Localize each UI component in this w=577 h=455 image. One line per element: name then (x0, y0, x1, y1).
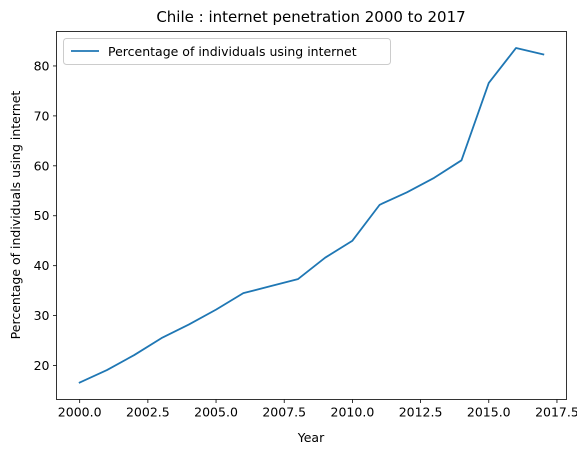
legend-label: Percentage of individuals using internet (108, 44, 357, 59)
y-tick-label: 70 (34, 108, 50, 123)
series-layer (78, 47, 545, 384)
x-tick-label: 2012.5 (399, 405, 443, 420)
x-tick-label: 2000.0 (58, 405, 102, 420)
x-tick-label: 2002.5 (126, 405, 170, 420)
y-tick-label: 30 (34, 308, 50, 323)
chart-title: Chile : internet penetration 2000 to 201… (156, 8, 465, 26)
y-axis-ticks: 20 30 40 50 60 70 80 (34, 58, 57, 373)
y-tick-label: 20 (34, 358, 50, 373)
x-tick-label: 2007.5 (262, 405, 306, 420)
x-tick-label: 2010.0 (331, 405, 375, 420)
legend-box (63, 38, 391, 65)
legend: Percentage of individuals using internet (63, 38, 391, 65)
x-tick-label: 2015.0 (467, 405, 511, 420)
x-axis-label: Year (297, 430, 325, 445)
x-axis-ticks: 2000.0 2002.5 2005.0 2007.5 2010.0 2012.5 2015… (58, 399, 577, 420)
y-tick-label: 40 (34, 258, 50, 273)
y-axis-label: Percentage of individuals using internet (8, 91, 23, 340)
x-tick-label: 2005.0 (194, 405, 238, 420)
y-tick-label: 50 (34, 208, 50, 223)
x-tick-label: 2017.5 (535, 405, 577, 420)
y-tick-label: 60 (34, 158, 50, 173)
y-tick-label: 80 (34, 58, 50, 73)
series-line (78, 47, 545, 384)
